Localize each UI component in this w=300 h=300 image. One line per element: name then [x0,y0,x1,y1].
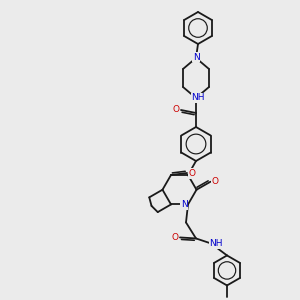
Text: O: O [172,106,179,115]
Text: NH: NH [191,94,205,103]
Text: N: N [193,52,200,62]
Text: N: N [189,169,195,178]
Text: NH: NH [209,239,223,248]
Text: N: N [181,200,188,209]
Text: O: O [188,169,196,178]
Text: O: O [172,233,178,242]
Text: O: O [212,177,219,186]
